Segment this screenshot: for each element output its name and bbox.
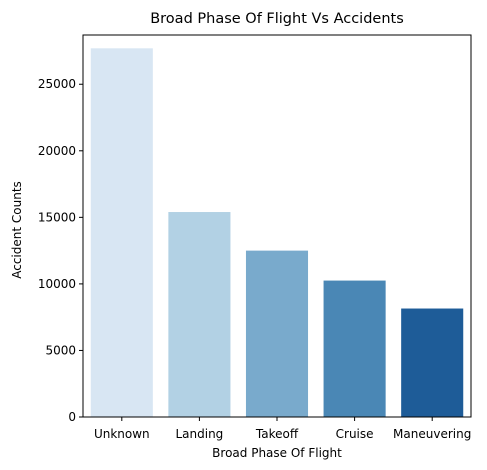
bar-takeoff: [245, 250, 309, 417]
bar-cruise: [323, 280, 386, 417]
y-tick-label: 10000: [38, 277, 76, 291]
x-axis-label: Broad Phase Of Flight: [212, 446, 342, 460]
x-tick-label: Maneuvering: [393, 427, 471, 441]
y-tick-label: 20000: [38, 144, 76, 158]
x-tick-label: Unknown: [94, 427, 150, 441]
x-tick-label: Landing: [175, 427, 223, 441]
chart-title: Broad Phase Of Flight Vs Accidents: [150, 11, 404, 27]
y-tick-label: 0: [68, 410, 76, 424]
x-tick-label: Cruise: [336, 427, 374, 441]
bar-landing: [168, 212, 231, 417]
y-tick-label: 25000: [38, 77, 76, 91]
y-axis-label: Accident Counts: [10, 181, 24, 279]
bar-unknown: [90, 48, 153, 417]
plot-area: Unknown Landing Takeoff Cruise Maneuvering 0 5…: [38, 34, 472, 441]
plot-frame: [82, 34, 472, 418]
x-tick-label: Takeoff: [255, 427, 299, 441]
y-tick-label: 15000: [38, 210, 76, 224]
bar-maneuvering: [401, 308, 464, 417]
y-tick-label: 5000: [45, 343, 76, 357]
